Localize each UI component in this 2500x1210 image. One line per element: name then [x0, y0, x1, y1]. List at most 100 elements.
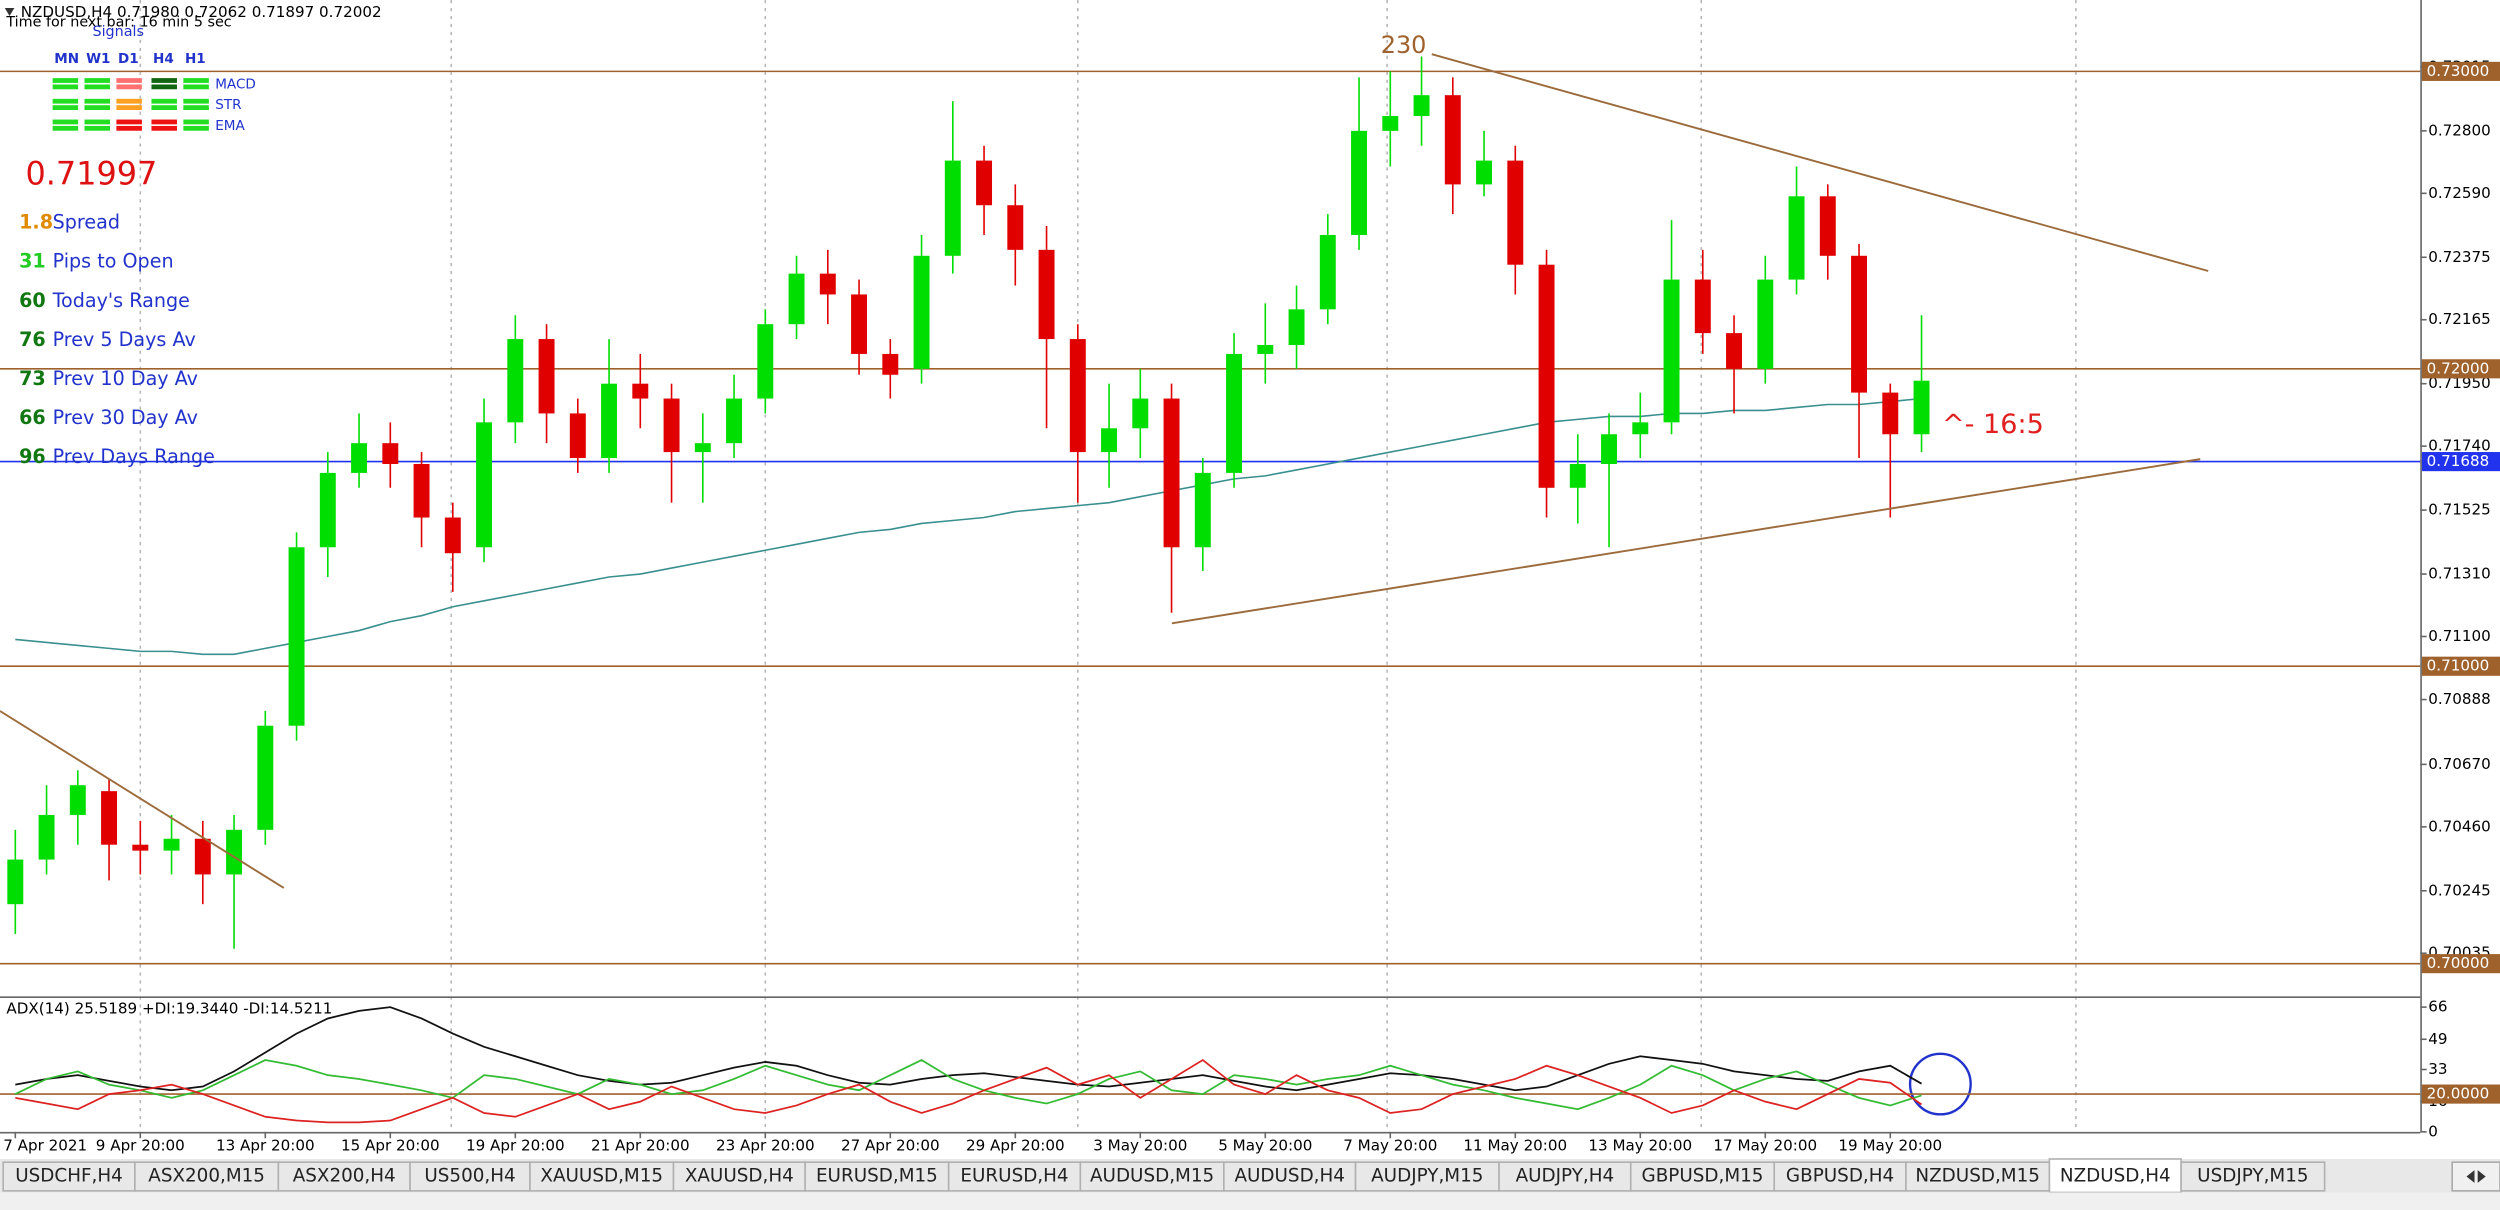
indicator-line: [14, 1059, 1922, 1111]
signal-cell: [183, 98, 209, 104]
tabs: USDCHF,H4 ASX200,M15 ASX200,H4 US500,H4 XAUU…: [2, 1158, 2326, 1194]
tab-label[interactable]: GBPUSD,H4: [1786, 1166, 1894, 1187]
signals-title: Signals: [92, 24, 143, 40]
active-tab[interactable]: [2048, 1158, 2182, 1194]
candle-body: [132, 844, 149, 851]
tab[interactable]: [134, 1161, 280, 1192]
candle-body: [1007, 205, 1024, 250]
tab-scroll[interactable]: [2451, 1161, 2500, 1192]
candle-body: [1569, 463, 1586, 488]
tab[interactable]: [409, 1161, 531, 1192]
candle-body: [913, 255, 930, 369]
current-price: 0.71997: [26, 154, 158, 192]
candle-body: [944, 160, 961, 256]
stat-value: 31: [19, 250, 46, 273]
signal-cell: [116, 119, 142, 125]
signal-cell: [183, 125, 209, 131]
symbol-line: NZDUSD,H4 0.71980 0.72062 0.71897 0.7200…: [21, 3, 382, 21]
x-tick-label: 13 Apr 20:00: [216, 1137, 315, 1155]
y-tick-label: 0.71740: [2428, 437, 2491, 455]
tab-label[interactable]: US500,H4: [424, 1166, 515, 1187]
tab[interactable]: [1498, 1161, 1632, 1192]
candle-body: [1132, 398, 1149, 429]
candle-body: [851, 294, 868, 354]
signal-cell: [183, 78, 209, 83]
signal-cell: [52, 78, 79, 83]
candle-body: [1413, 95, 1430, 116]
signal-cell: [151, 98, 177, 104]
candle-body: [1101, 428, 1118, 453]
signal-cell: [151, 78, 177, 83]
highlight-circle: [1908, 1052, 1972, 1116]
level-tag: [2421, 954, 2500, 974]
tab-label[interactable]: XAUUSD,M15: [540, 1166, 663, 1187]
level-label: 0.72000: [2427, 359, 2490, 377]
x-tick-label: 9 Apr 20:00: [96, 1137, 185, 1155]
tab-label[interactable]: GBPUSD,M15: [1642, 1166, 1764, 1187]
tab-label[interactable]: NZDUSD,M15: [1915, 1166, 2040, 1187]
y-tick-label: 0.70670: [2428, 755, 2491, 773]
candle-body: [1819, 196, 1836, 256]
tab[interactable]: [1354, 1161, 1500, 1192]
level-label: 20.0000: [2427, 1085, 2490, 1103]
tab-label[interactable]: EURUSD,H4: [960, 1166, 1068, 1187]
stat-label: Today's Range: [52, 289, 190, 312]
tab[interactable]: [529, 1161, 675, 1192]
tab-label[interactable]: AUDJPY,M15: [1371, 1166, 1483, 1187]
tab[interactable]: [1773, 1161, 1907, 1192]
indicator-title: ADX(14) 25.5189 +DI:19.3440 -DI:14.5211: [6, 1000, 332, 1018]
tab[interactable]: [277, 1161, 411, 1192]
tab[interactable]: [804, 1161, 950, 1192]
tab-label[interactable]: XAUUSD,H4: [685, 1166, 794, 1187]
y-tick-label: 0.70460: [2428, 817, 2491, 835]
tab-label[interactable]: USDJPY,M15: [2197, 1166, 2308, 1187]
signal-row-label: STR: [215, 97, 242, 113]
tab-label[interactable]: ASX200,M15: [148, 1166, 265, 1187]
tab[interactable]: [2180, 1161, 2326, 1192]
candle-body: [1913, 380, 1930, 435]
tab-label[interactable]: AUDUSD,H4: [1234, 1166, 1345, 1187]
tab[interactable]: [1223, 1161, 1357, 1192]
stat-label: Spread: [53, 211, 120, 234]
candle-body: [1538, 264, 1555, 488]
y-tick-label: 0.72800: [2428, 121, 2491, 139]
candle-body: [1476, 160, 1493, 185]
candle-body: [1851, 255, 1868, 393]
indicator-line: [15, 1058, 1923, 1124]
candle-body: [1632, 422, 1649, 435]
candle-body: [1663, 279, 1680, 423]
candle-body: [1194, 472, 1211, 548]
signal-cell: [116, 78, 142, 83]
tab-label[interactable]: NZDUSD,H4: [2060, 1166, 2171, 1187]
tab[interactable]: [1905, 1161, 2051, 1192]
signal-cell: [52, 105, 79, 110]
y-tick-label: 49: [2428, 1030, 2447, 1048]
tab[interactable]: [1079, 1161, 1225, 1192]
tab[interactable]: [1629, 1161, 1776, 1192]
y-tick-label: 0: [2428, 1122, 2438, 1140]
level-label: 0.71000: [2427, 657, 2490, 675]
y-tick-label: 0.70888: [2428, 690, 2491, 708]
candle-body: [882, 353, 899, 375]
stat-value: 96: [19, 445, 46, 468]
candle-body: [632, 383, 649, 399]
candle-body: [1257, 345, 1274, 354]
signal-column: MN: [54, 51, 79, 67]
tab[interactable]: [2, 1161, 136, 1192]
moving-average: [15, 397, 1922, 656]
tab-label[interactable]: EURUSD,M15: [816, 1166, 938, 1187]
tab-label[interactable]: ASX200,H4: [293, 1166, 396, 1187]
signal-cell: [151, 105, 177, 110]
signal-cell: [52, 119, 79, 125]
candle-body: [163, 838, 180, 851]
candle-body: [1288, 309, 1305, 346]
candle-body: [1319, 234, 1336, 310]
tab-label[interactable]: AUDJPY,H4: [1516, 1166, 1615, 1187]
tab-label[interactable]: USDCHF,H4: [15, 1166, 123, 1187]
candle-body: [1726, 333, 1743, 369]
stat-value: 60: [19, 289, 46, 312]
tab-label[interactable]: AUDUSD,M15: [1090, 1166, 1214, 1187]
y-tick-label: 0.71310: [2428, 565, 2491, 583]
x-tick-label: 19 Apr 20:00: [466, 1137, 565, 1155]
